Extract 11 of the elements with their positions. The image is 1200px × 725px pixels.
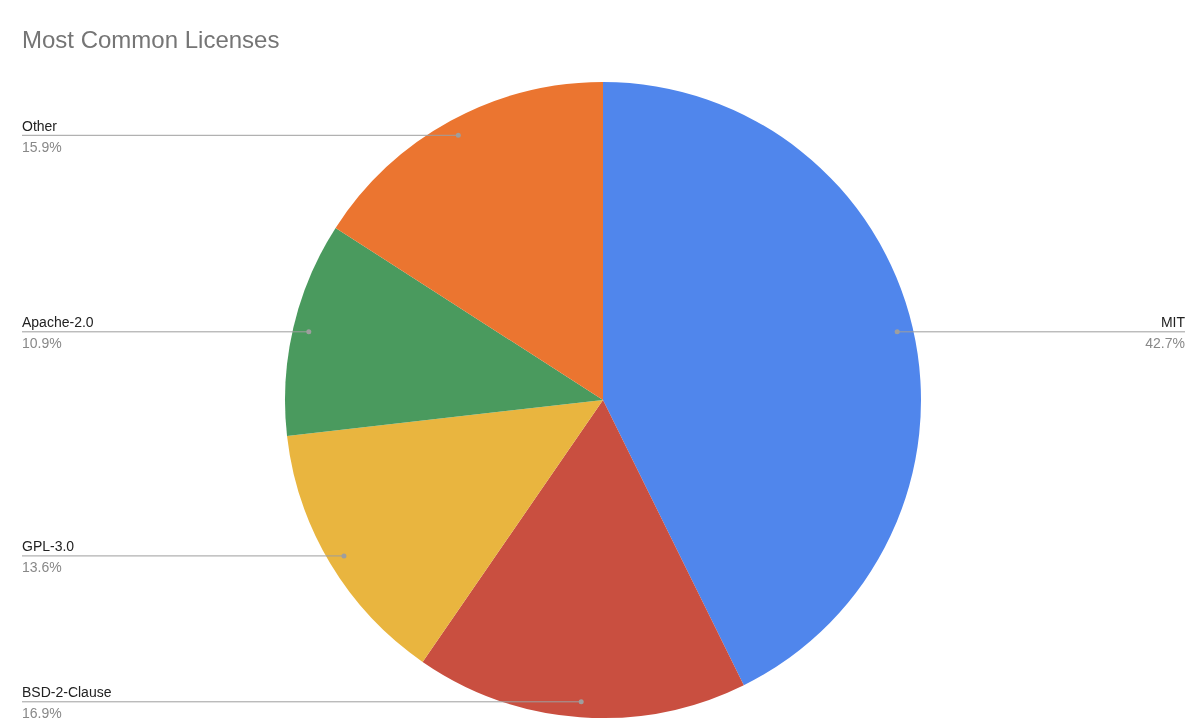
slice-label: Apache-2.0 <box>22 314 94 331</box>
data-label: 42.7% <box>1145 335 1185 352</box>
slice-label: BSD-2-Clause <box>22 684 112 701</box>
slice-label: Other <box>22 117 58 134</box>
slice-label: GPL-3.0 <box>22 538 75 555</box>
chart-title: Most Common Licenses <box>22 26 280 53</box>
data-label: 13.6% <box>22 559 62 576</box>
data-label: 15.9% <box>22 138 62 155</box>
data-label: 16.9% <box>22 705 62 722</box>
data-label: 10.9% <box>22 335 62 352</box>
slice-label: MIT <box>1160 314 1186 331</box>
